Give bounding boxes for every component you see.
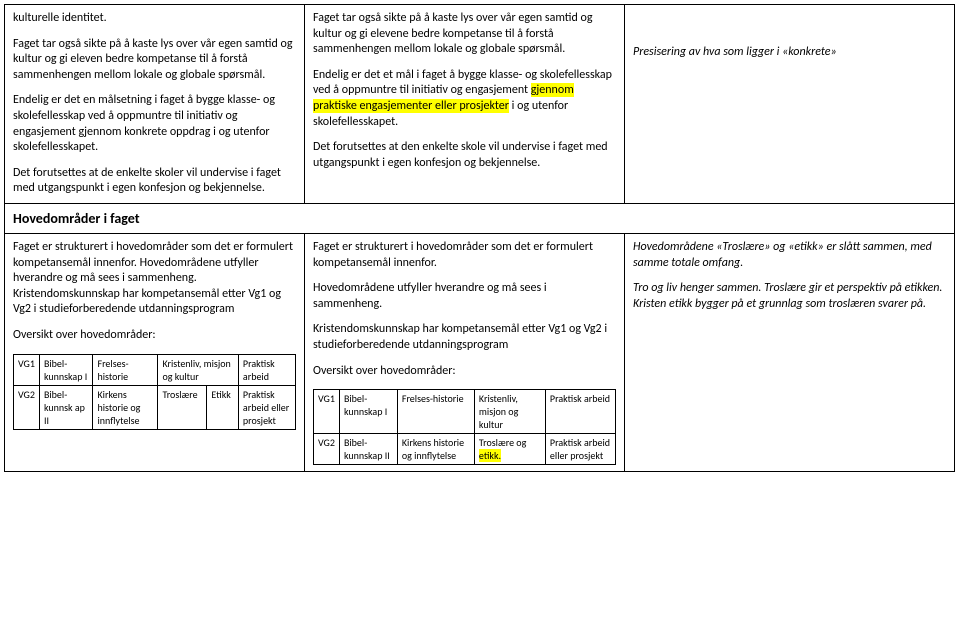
text: Det forutsettes at de enkelte skoler vil… bbox=[13, 166, 296, 197]
cell-formal-mid: Faget tar også sikte på å kaste lys over… bbox=[305, 5, 625, 204]
text: Oversikt over hovedområder: bbox=[13, 328, 296, 344]
table-row: VG2 Bibel-kunnskap II Kirkens historie o… bbox=[314, 434, 616, 465]
row-formal: kulturelle identitet. Faget tar også sik… bbox=[5, 5, 955, 204]
table-row: VG1 Bibel-kunnskap I Frelses-historie Kr… bbox=[314, 390, 616, 434]
cell: Bibel-kunnsk ap II bbox=[39, 385, 93, 429]
text: Endelig er det et mål i faget å bygge kl… bbox=[313, 68, 616, 130]
cell: Kristenliv, misjon og kultur bbox=[158, 354, 238, 385]
cell-formal-left: kulturelle identitet. Faget tar også sik… bbox=[5, 5, 305, 204]
text: Kristendomskunnskap har kompetansemål et… bbox=[313, 322, 616, 353]
cell: Bibel-kunnskap I bbox=[339, 390, 397, 434]
cell: Kristenliv, misjon og kultur bbox=[474, 390, 545, 434]
cell: Troslære og etikk. bbox=[474, 434, 545, 465]
cell: Frelses-historie bbox=[397, 390, 474, 434]
table-row: VG2 Bibel-kunnsk ap II Kirkens historie … bbox=[14, 385, 296, 429]
text: Endelig er det en målsetning i faget å b… bbox=[13, 93, 296, 155]
text: Oversikt over hovedområder: bbox=[313, 364, 616, 380]
cell: VG1 bbox=[314, 390, 340, 434]
cell: Etikk bbox=[207, 385, 239, 429]
comparison-table: kulturelle identitet. Faget tar også sik… bbox=[4, 4, 955, 472]
text: Faget tar også sikte på å kaste lys over… bbox=[313, 11, 616, 58]
text: Hovedområdene utfyller hverandre og må s… bbox=[313, 281, 616, 312]
overview-table-left: VG1 Bibel-kunnskap I Frelses-historie Kr… bbox=[13, 354, 296, 430]
cell: Praktisk arbeid eller prosjekt bbox=[238, 385, 295, 429]
table-row: VG1 Bibel-kunnskap I Frelses-historie Kr… bbox=[14, 354, 296, 385]
note-text: Presisering av hva som ligger i «konkret… bbox=[633, 45, 946, 61]
section-heading: Hovedområder i faget bbox=[5, 203, 955, 233]
cell: Praktisk arbeid bbox=[545, 390, 615, 434]
cell: Frelses-historie bbox=[93, 354, 158, 385]
text: kulturelle identitet. bbox=[13, 11, 296, 27]
cell: Kirkens historie og innflytelse bbox=[397, 434, 474, 465]
row-heading: Hovedområder i faget bbox=[5, 203, 955, 233]
highlight-text: etikk. bbox=[479, 449, 501, 462]
cell: Bibel-kunnskap I bbox=[39, 354, 93, 385]
cell-hoved-mid: Faget er strukturert i hovedområder som … bbox=[305, 233, 625, 471]
cell-hoved-left: Faget er strukturert i hovedområder som … bbox=[5, 233, 305, 471]
text: Det forutsettes at den enkelte skole vil… bbox=[313, 140, 616, 171]
text: Faget tar også sikte på å kaste lys over… bbox=[13, 37, 296, 84]
cell-formal-right: Presisering av hva som ligger i «konkret… bbox=[625, 5, 955, 204]
cell: VG1 bbox=[14, 354, 40, 385]
cell: Troslære bbox=[158, 385, 207, 429]
cell: Praktisk arbeid eller prosjekt bbox=[545, 434, 615, 465]
text: Faget er strukturert i hovedområder som … bbox=[313, 240, 616, 271]
text: Faget er strukturert i hovedområder som … bbox=[13, 240, 296, 318]
cell-hoved-right: Hovedområdene «Troslære» og «etikk» er s… bbox=[625, 233, 955, 471]
cell: Praktisk arbeid bbox=[238, 354, 295, 385]
note-text: Hovedområdene «Troslære» og «etikk» er s… bbox=[633, 240, 946, 271]
cell: Kirkens historie og innflytelse bbox=[93, 385, 158, 429]
cell: Bibel-kunnskap II bbox=[339, 434, 397, 465]
note-text: Tro og liv henger sammen. Troslære gir e… bbox=[633, 281, 946, 312]
row-hovedomrader: Faget er strukturert i hovedområder som … bbox=[5, 233, 955, 471]
cell: VG2 bbox=[314, 434, 340, 465]
overview-table-mid: VG1 Bibel-kunnskap I Frelses-historie Kr… bbox=[313, 389, 616, 465]
cell: VG2 bbox=[14, 385, 40, 429]
